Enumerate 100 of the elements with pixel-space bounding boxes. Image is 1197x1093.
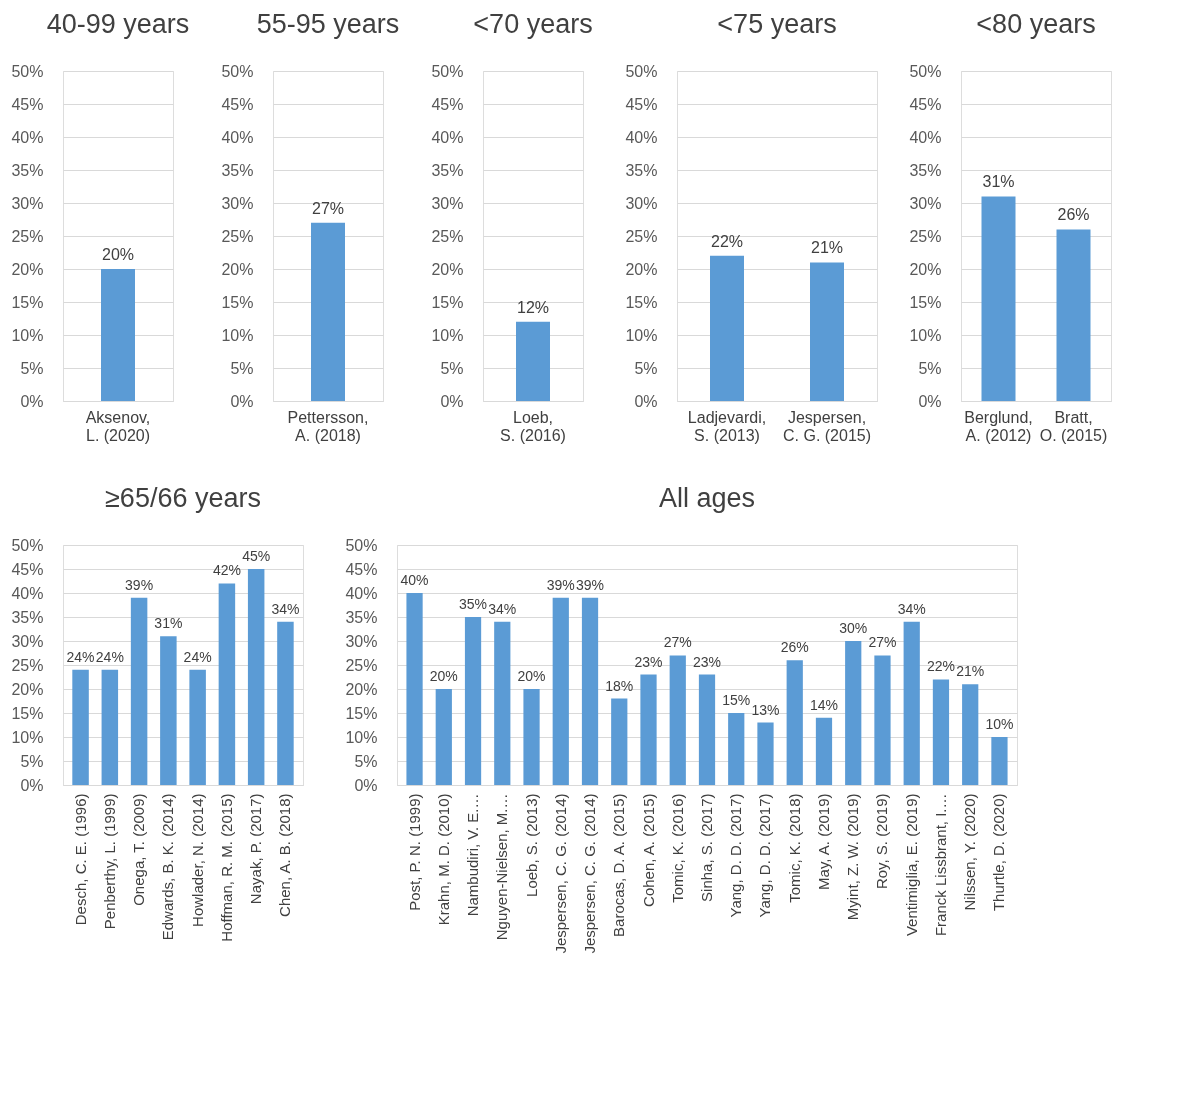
x-tick-label: Franck Lissbrant, I.… xyxy=(931,793,949,937)
x-tick-label: Pettersson, A. (2018) xyxy=(287,408,369,444)
bar xyxy=(464,617,482,785)
y-tick-label: 25% xyxy=(431,227,464,245)
y-tick-label: 30% xyxy=(909,194,942,212)
x-tick-label: Jespersen, C. G. (2014) xyxy=(551,793,569,954)
y-tick-label: 35% xyxy=(431,161,464,179)
y-tick-label: 40% xyxy=(11,128,44,146)
y-tick-label: 10% xyxy=(909,326,942,344)
y-tick-label: 35% xyxy=(909,161,942,179)
data-label: 24% xyxy=(66,648,95,665)
y-tick-label: 30% xyxy=(625,194,658,212)
y-tick-label: 45% xyxy=(625,95,658,113)
y-tick-label: 50% xyxy=(909,62,942,80)
x-tick-label: Loeb, S. (2016) xyxy=(500,408,566,444)
y-tick-label: 10% xyxy=(345,728,378,746)
bar xyxy=(101,669,119,785)
bar xyxy=(932,679,950,785)
bar xyxy=(494,621,511,785)
x-tick-label: Chen, A. B. (2018) xyxy=(276,793,294,917)
x-tick-label: Nilssen, Y. (2020) xyxy=(961,793,979,911)
y-tick-label: 40% xyxy=(431,128,464,146)
data-label: 42% xyxy=(212,562,241,579)
y-tick-label: 50% xyxy=(431,62,464,80)
bar xyxy=(640,674,657,785)
y-tick-label: 40% xyxy=(221,128,254,146)
data-label: 39% xyxy=(576,576,605,593)
data-label: 39% xyxy=(546,576,575,593)
data-label: 21% xyxy=(810,239,844,257)
data-label: 26% xyxy=(780,639,809,656)
y-tick-label: 15% xyxy=(221,293,254,311)
y-tick-label: 15% xyxy=(11,704,44,722)
bar xyxy=(130,597,148,785)
y-tick-label: 5% xyxy=(634,359,658,377)
bar xyxy=(991,737,1008,785)
y-tick-label: 5% xyxy=(20,359,44,377)
chart-title: <70 years xyxy=(473,9,593,39)
bar xyxy=(962,684,979,785)
y-tick-label: 0% xyxy=(230,392,254,410)
x-tick-label: Jespersen, C. G. (2014) xyxy=(581,793,599,954)
data-label: 13% xyxy=(751,701,780,718)
x-tick-label: Yang, D. D. (2017) xyxy=(727,793,745,918)
y-tick-label: 45% xyxy=(909,95,942,113)
y-tick-label: 50% xyxy=(221,62,254,80)
y-tick-label: 20% xyxy=(625,260,658,278)
chart-title: <75 years xyxy=(717,9,837,39)
bar xyxy=(669,655,686,785)
data-label: 34% xyxy=(488,600,517,617)
y-tick-label: 45% xyxy=(221,95,254,113)
bar xyxy=(218,583,236,785)
y-tick-label: 35% xyxy=(11,608,44,626)
data-label: 30% xyxy=(839,620,868,636)
y-tick-label: 45% xyxy=(345,560,378,578)
bar xyxy=(552,597,569,785)
data-label: 27% xyxy=(868,634,897,651)
data-label: 34% xyxy=(271,600,300,617)
x-tick-label: Nguyen-Nielsen, M.… xyxy=(493,793,511,941)
bar xyxy=(277,621,294,785)
y-tick-label: 10% xyxy=(11,326,44,344)
data-label: 10% xyxy=(985,716,1014,732)
x-tick-label: May, A. (2019) xyxy=(814,793,832,890)
y-tick-label: 35% xyxy=(625,161,658,179)
y-tick-label: 30% xyxy=(221,194,254,212)
data-label: 20% xyxy=(517,668,546,684)
x-tick-label: Roy, S. (2019) xyxy=(873,793,891,890)
data-label: 23% xyxy=(692,653,722,670)
x-tick-label: Hoffman, R. M. (2015) xyxy=(217,793,235,942)
x-tick-label: Desch, C. E. (1996) xyxy=(71,793,89,926)
data-label: 18% xyxy=(605,677,634,694)
y-tick-label: 10% xyxy=(625,326,658,344)
x-tick-label: Onega, T. (2009) xyxy=(130,793,148,906)
chart-title: ≥65/66 years xyxy=(105,483,261,513)
y-tick-label: 0% xyxy=(20,776,44,794)
y-tick-label: 50% xyxy=(345,536,378,554)
y-tick-label: 20% xyxy=(221,260,254,278)
x-tick-label: Barocas, D. A. (2015) xyxy=(610,793,628,937)
bar xyxy=(189,669,206,785)
data-label: 39% xyxy=(125,576,154,593)
bar xyxy=(247,569,265,785)
y-tick-label: 20% xyxy=(11,680,44,698)
data-label: 15% xyxy=(722,692,751,708)
bar xyxy=(874,655,891,785)
x-tick-label: Berglund, A. (2012) xyxy=(964,408,1033,444)
y-tick-label: 30% xyxy=(345,632,378,650)
y-tick-label: 25% xyxy=(909,227,942,245)
x-tick-label: Cohen, A. (2015) xyxy=(639,793,657,907)
y-tick-label: 25% xyxy=(221,227,254,245)
x-tick-label: Yang, D. D. (2017) xyxy=(756,793,774,918)
y-tick-label: 35% xyxy=(345,608,378,626)
bar xyxy=(757,722,774,785)
y-tick-label: 50% xyxy=(11,62,44,80)
x-tick-label: Edwards, B. K. (2014) xyxy=(159,793,177,941)
x-tick-label: Nayak, P. (2017) xyxy=(247,793,265,905)
x-tick-label: Tomic, K. (2018) xyxy=(785,793,803,903)
y-tick-label: 15% xyxy=(625,293,658,311)
x-tick-label: Krahn, M. D. (2010) xyxy=(434,793,452,926)
data-label: 31% xyxy=(154,615,183,632)
x-tick-label: Howlader, N. (2014) xyxy=(188,793,206,927)
y-tick-label: 25% xyxy=(11,656,44,674)
x-tick-label: Ventimiglia, E. (2019) xyxy=(902,793,920,937)
